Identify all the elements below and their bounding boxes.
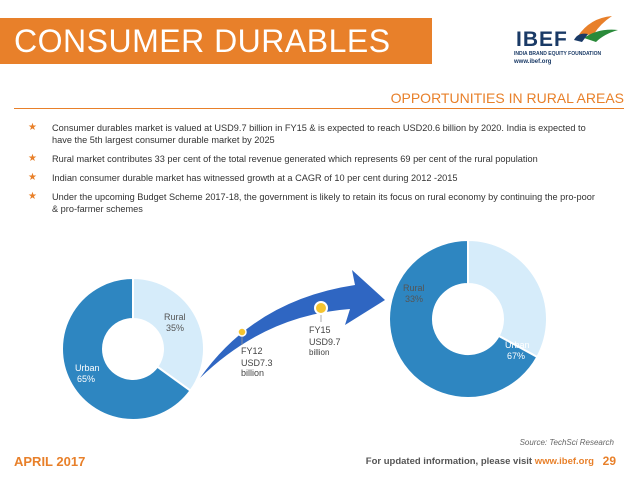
bullet-item: ★ Under the upcoming Budget Scheme 2017-1…	[28, 191, 598, 215]
star-icon: ★	[28, 191, 37, 202]
source-note: Source: TechSci Research	[520, 438, 614, 447]
footer-date: APRIL 2017	[14, 454, 86, 469]
donut-fy12-urban-name: Urban	[75, 363, 100, 373]
growth-arrow	[200, 270, 385, 378]
fy15-unit-label: billion	[309, 348, 329, 357]
fy12-value-label: USD7.3	[241, 358, 273, 368]
source-prefix: Source:	[519, 438, 548, 447]
donut-fy12-rural-name: Rural	[164, 312, 186, 322]
bullet-text: Rural market contributes 33 per cent of …	[52, 154, 538, 164]
fy12-unit-label: billion	[241, 368, 264, 378]
donut-chart-fy12	[61, 276, 205, 421]
bullet-item: ★ Rural market contributes 33 per cent of…	[28, 153, 598, 165]
donut-fy15-rural-name: Rural	[403, 283, 425, 293]
star-icon: ★	[28, 172, 37, 183]
fy15-value-label: USD9.7	[309, 337, 341, 347]
footer-note: For updated information, please visit ww…	[366, 456, 594, 467]
fy15-marker	[314, 301, 328, 315]
bullet-text: Under the upcoming Budget Scheme 2017-18…	[52, 192, 595, 214]
fy12-marker	[237, 327, 247, 337]
donut-fy15-urban-value: 67%	[507, 351, 525, 361]
donut-slice-rural	[467, 238, 548, 359]
section-title: OPPORTUNITIES IN RURAL AREAS	[390, 90, 624, 106]
page-title: CONSUMER DURABLES	[14, 23, 391, 59]
fy15-year-label: FY15	[309, 325, 331, 335]
footer-note-text: For updated information, please visit	[365, 456, 535, 467]
bullet-list: ★ Consumer durables market is valued at U…	[28, 122, 598, 222]
donut-fy12-rural-value: 35%	[166, 323, 184, 333]
logo-url: www.ibef.org	[514, 59, 552, 65]
donut-slice-urban	[388, 238, 539, 399]
fy12-year-label: FY12	[241, 346, 263, 356]
bullet-text: Indian consumer durable market has witne…	[52, 173, 458, 183]
donut-chart-fy15	[388, 238, 548, 399]
source-text: TechSci Research	[547, 438, 614, 447]
logo-wordmark: IBEF	[516, 28, 568, 51]
bullet-item: ★ Indian consumer durable market has witn…	[28, 172, 598, 184]
donut-slice-rural	[132, 276, 205, 393]
logo-tagline: INDIA BRAND EQUITY FOUNDATION	[514, 51, 602, 57]
title-bar	[0, 18, 432, 64]
bullet-item: ★ Consumer durables market is valued at U…	[28, 122, 598, 146]
donut-fy15-urban-name: Urban	[505, 340, 530, 350]
bullet-text: Consumer durables market is valued at US…	[52, 123, 586, 145]
donut-fy15-rural-value: 33%	[405, 294, 423, 304]
page-number: 29	[602, 454, 616, 468]
bird-icon	[574, 16, 618, 42]
star-icon: ★	[28, 153, 37, 164]
star-icon: ★	[28, 122, 37, 133]
footer-url-link[interactable]: www.ibef.org	[534, 456, 594, 467]
donut-fy12-urban-value: 65%	[77, 374, 95, 384]
donut-slice-urban	[61, 276, 192, 421]
section-divider	[14, 108, 624, 109]
ibef-logo: IBEF INDIA BRAND EQUITY FOUNDATION www.i…	[508, 14, 628, 70]
